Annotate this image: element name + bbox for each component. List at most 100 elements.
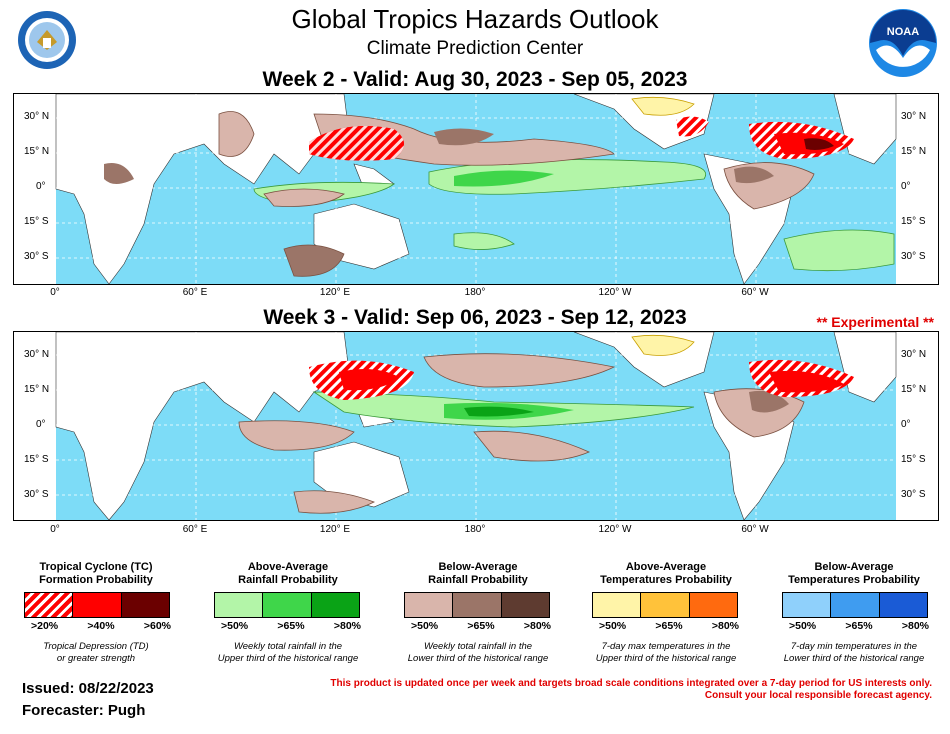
noaa-text: NOAA bbox=[887, 26, 919, 38]
rain-below-label-65: >65% bbox=[467, 620, 495, 632]
w3-lat-left-0: 30° N bbox=[24, 349, 50, 360]
tc-label-40: >40% bbox=[87, 620, 115, 632]
rain-below-label-80: >80% bbox=[523, 620, 551, 632]
legend-temp-below-title2: Temperatures Probability bbox=[788, 574, 920, 586]
w2-lat-right-4: 30° S bbox=[901, 251, 926, 262]
temp-below-label-50: >50% bbox=[789, 620, 817, 632]
hazard-areas bbox=[104, 96, 895, 277]
w3-lon-3: 180° bbox=[464, 524, 486, 535]
w2-lon-3: 180° bbox=[464, 287, 486, 298]
rain-below-swatch-65 bbox=[453, 593, 502, 617]
rain-above-label-50: >50% bbox=[221, 620, 249, 632]
rain-above-label-80: >80% bbox=[333, 620, 361, 632]
w2-lat-left-0: 30° N bbox=[24, 111, 50, 122]
rain-above-swatch-50 bbox=[215, 593, 264, 617]
disclaimer-line2: Consult your local responsible forecast … bbox=[704, 690, 932, 701]
legend-tc-title1: Tropical Cyclone (TC) bbox=[39, 561, 153, 573]
legend-rain-below-title2: Rainfall Probability bbox=[428, 574, 528, 586]
forecaster-name: Forecaster: Pugh bbox=[22, 702, 146, 719]
w3-lat-right-2: 0° bbox=[901, 419, 911, 430]
w2-lon-4: 120° W bbox=[598, 287, 632, 298]
week2-map bbox=[13, 93, 939, 285]
w3-lon-0: 0° bbox=[50, 524, 60, 535]
temp-above-label-80: >80% bbox=[711, 620, 739, 632]
legend-rain-above: Above-Average Rainfall Probability >50% … bbox=[198, 561, 378, 664]
week3-map bbox=[13, 331, 939, 521]
rain-above-swatch-65 bbox=[263, 593, 312, 617]
legend-temp-below-swatches bbox=[782, 592, 928, 618]
legend-temp-below-note1: 7-day min temperatures in the bbox=[790, 641, 918, 652]
w3-lat-right-1: 15° N bbox=[901, 384, 927, 395]
legend-rain-below: Below-Average Rainfall Probability >50% … bbox=[388, 561, 568, 664]
week2-title: Week 2 - Valid: Aug 30, 2023 - Sep 05, 2… bbox=[262, 68, 688, 91]
temp-below-label-65: >65% bbox=[845, 620, 873, 632]
issued-date: Issued: 08/22/2023 bbox=[22, 680, 154, 697]
tc-label-20: >20% bbox=[31, 620, 59, 632]
commerce-seal-logo bbox=[17, 10, 77, 70]
legend-temp-above: Above-Average Temperatures Probability >… bbox=[576, 561, 756, 664]
w3-lat-left-3: 15° S bbox=[24, 454, 49, 465]
tc-swatch-40 bbox=[73, 593, 122, 617]
w3-lat-right-3: 15° S bbox=[901, 454, 926, 465]
temp-above-swatch-65 bbox=[641, 593, 690, 617]
w2-lat-right-1: 15° N bbox=[901, 146, 927, 157]
legend-rain-below-swatches bbox=[404, 592, 550, 618]
rain-above-swatch-80 bbox=[311, 593, 359, 617]
gridlines bbox=[56, 94, 896, 284]
legend-temp-above-note2: Upper third of the historical range bbox=[595, 653, 737, 664]
w2-lat-right-3: 15° S bbox=[901, 216, 926, 227]
legend-temp-above-title1: Above-Average bbox=[625, 561, 707, 573]
w3-lon-4: 120° W bbox=[598, 524, 632, 535]
w2-lon-0: 0° bbox=[50, 287, 60, 298]
w2-lon-5: 60° W bbox=[741, 287, 769, 298]
legend-tc-title2: Formation Probability bbox=[39, 574, 153, 586]
legend-rain-above-title1: Above-Average bbox=[247, 561, 329, 573]
w2-lat-right-2: 0° bbox=[901, 181, 911, 192]
temp-above-swatch-50 bbox=[593, 593, 642, 617]
legend-temp-below-note2: Lower third of the historical range bbox=[783, 653, 925, 664]
legend-temp-above-title2: Temperatures Probability bbox=[600, 574, 732, 586]
legend-tc-note2: or greater strength bbox=[56, 653, 136, 664]
legend-tc-swatches bbox=[24, 592, 170, 618]
temp-above-swatch-80 bbox=[689, 593, 737, 617]
w2-lat-right-0: 30° N bbox=[901, 111, 927, 122]
page-subtitle: Climate Prediction Center bbox=[366, 38, 584, 59]
legend-tc: Tropical Cyclone (TC) Formation Probabil… bbox=[6, 561, 186, 664]
tc-swatch-60 bbox=[121, 593, 169, 617]
temp-below-swatch-50 bbox=[783, 593, 832, 617]
rain-below-swatch-50 bbox=[405, 593, 454, 617]
temp-below-swatch-80 bbox=[879, 593, 927, 617]
week3-title: Week 3 - Valid: Sep 06, 2023 - Sep 12, 2… bbox=[263, 306, 687, 329]
w3-lat-right-0: 30° N bbox=[901, 349, 927, 360]
legend-rain-above-labels: >50% >65% >80% bbox=[221, 620, 361, 632]
w2-lat-left-3: 15° S bbox=[24, 216, 49, 227]
legend-rain-above-note1: Weekly total rainfall in the bbox=[233, 641, 343, 652]
legend-rain-below-note1: Weekly total rainfall in the bbox=[423, 641, 533, 652]
w3-lat-left-2: 0° bbox=[36, 419, 46, 430]
w3-lon-1: 60° E bbox=[182, 524, 208, 535]
w3-lon-2: 120° E bbox=[319, 524, 351, 535]
legend-tc-labels: >20% >40% >60% bbox=[31, 620, 171, 632]
w2-lon-1: 60° E bbox=[182, 287, 208, 298]
tc-label-60: >60% bbox=[143, 620, 171, 632]
rain-above-label-65: >65% bbox=[277, 620, 305, 632]
temp-above-label-65: >65% bbox=[655, 620, 683, 632]
legend-temp-above-swatches bbox=[592, 592, 738, 618]
legend-temp-above-note1: 7-day max temperatures in the bbox=[601, 641, 731, 652]
legend-rain-above-note2: Upper third of the historical range bbox=[217, 653, 359, 664]
w3-lon-5: 60° W bbox=[741, 524, 769, 535]
w2-lat-left-2: 0° bbox=[36, 181, 46, 192]
legend-rain-above-title2: Rainfall Probability bbox=[238, 574, 338, 586]
w3-lat-left-1: 15° N bbox=[24, 384, 50, 395]
w3-lat-left-4: 30° S bbox=[24, 489, 49, 500]
legend-tc-note1: Tropical Depression (TD) bbox=[43, 641, 149, 652]
page-title: Global Tropics Hazards Outlook bbox=[291, 4, 659, 34]
legend-temp-below: Below-Average Temperatures Probability >… bbox=[764, 561, 944, 664]
rain-below-swatch-80 bbox=[501, 593, 549, 617]
legend-rain-below-title1: Below-Average bbox=[438, 561, 518, 573]
hazard-areas bbox=[238, 334, 854, 514]
rain-below-label-50: >50% bbox=[411, 620, 439, 632]
w2-lat-left-1: 15° N bbox=[24, 146, 50, 157]
legend-rain-above-swatches bbox=[214, 592, 360, 618]
temp-below-swatch-65 bbox=[831, 593, 880, 617]
